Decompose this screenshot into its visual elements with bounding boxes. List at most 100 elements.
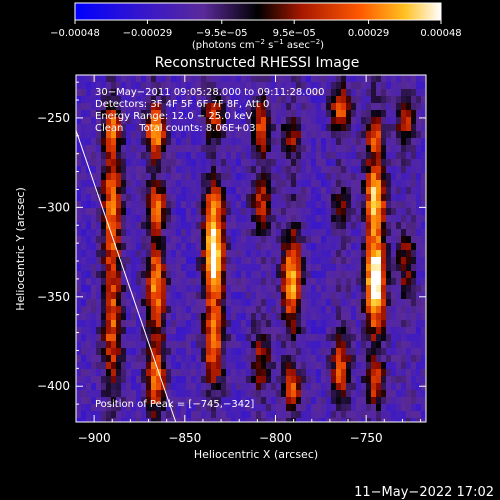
heatmap-cell [241,362,247,370]
heatmap-cell [171,299,177,307]
heatmap-cell [151,327,157,335]
heatmap-cell [221,75,227,83]
heatmap-cell [336,194,342,202]
heatmap-cell [91,166,97,174]
heatmap-cell [306,117,312,125]
heatmap-cell [216,264,222,272]
heatmap-cell [246,215,252,223]
heatmap-cell [91,152,97,160]
heatmap-cell [211,362,217,370]
heatmap-cell [331,124,337,132]
heatmap-cell [361,166,367,174]
heatmap-cell [81,250,87,258]
heatmap-cell [321,320,327,328]
heatmap-cell [186,313,192,321]
heatmap-cell [331,264,337,272]
heatmap-cell [301,383,307,391]
heatmap-cell [381,236,387,244]
heatmap-cell [181,341,187,349]
heatmap-cell [266,292,272,300]
heatmap-cell [281,152,287,160]
heatmap-cell [191,397,197,405]
heatmap-cell [136,82,142,90]
heatmap-cell [101,397,107,405]
heatmap-cell [406,152,412,160]
heatmap-cell [391,418,397,422]
heatmap-cell [311,334,317,342]
heatmap-cell [246,271,252,279]
heatmap-cell [281,208,287,216]
heatmap-cell [96,292,102,300]
heatmap-cell [316,404,322,412]
heatmap-cell [106,418,112,422]
heatmap-cell [316,418,322,422]
heatmap-cell [101,138,107,146]
heatmap-cell [421,299,426,307]
heatmap-cell [291,152,297,160]
heatmap-cell [321,376,327,384]
heatmap-cell [346,404,352,412]
heatmap-cell [331,369,337,377]
heatmap-cell [326,306,332,314]
heatmap-cell [91,201,97,209]
heatmap-cell [106,397,112,405]
heatmap-cell [186,362,192,370]
heatmap-cell [101,341,107,349]
heatmap-cell [186,152,192,160]
heatmap-cell [276,236,282,244]
heatmap-cell [266,383,272,391]
heatmap-cell [231,348,237,356]
heatmap-cell [151,187,157,195]
heatmap-cell [146,250,152,258]
heatmap-cell [336,306,342,314]
heatmap-cell [396,166,402,174]
heatmap-cell [141,103,147,111]
heatmap-cell [146,201,152,209]
heatmap-cell [111,110,117,118]
heatmap-cell [191,194,197,202]
heatmap-cell [96,390,102,398]
heatmap-cell [96,327,102,335]
heatmap-cell [81,313,87,321]
heatmap-cell [391,348,397,356]
heatmap-cell [296,75,302,83]
heatmap-cell [421,201,426,209]
heatmap-cell [206,264,212,272]
heatmap-cell [301,418,307,422]
heatmap-cell [411,159,417,167]
heatmap-cell [281,362,287,370]
heatmap-cell [376,229,382,237]
heatmap-cell [366,194,372,202]
axis-ticks: −900 −850 −800 −750−400−350−300−250 [37,75,426,445]
heatmap-cell [326,180,332,188]
heatmap-cell [326,243,332,251]
heatmap-cell [271,82,277,90]
heatmap-cell [421,82,426,90]
heatmap-cell [241,180,247,188]
heatmap-cell [121,89,127,97]
heatmap-cell [256,145,262,153]
heatmap-cell [186,187,192,195]
heatmap-cell [391,376,397,384]
heatmap-cell [421,278,426,286]
heatmap-cell [206,194,212,202]
heatmap-cell [101,194,107,202]
heatmap-cell [361,397,367,405]
heatmap-cell [221,138,227,146]
heatmap-cell [331,75,337,83]
heatmap-cell [166,187,172,195]
heatmap-cell [166,250,172,258]
heatmap-cell [176,145,182,153]
heatmap-cell [296,278,302,286]
heatmap-cell [266,159,272,167]
heatmap-cell [86,180,92,188]
heatmap-cell [211,187,217,195]
heatmap-cell [116,201,122,209]
heatmap-cell [271,257,277,265]
heatmap-cell [246,404,252,412]
heatmap-cell [226,117,232,125]
heatmap-cell [386,264,392,272]
heatmap-cell [126,75,132,83]
heatmap-cell [186,124,192,132]
heatmap-cell [376,362,382,370]
